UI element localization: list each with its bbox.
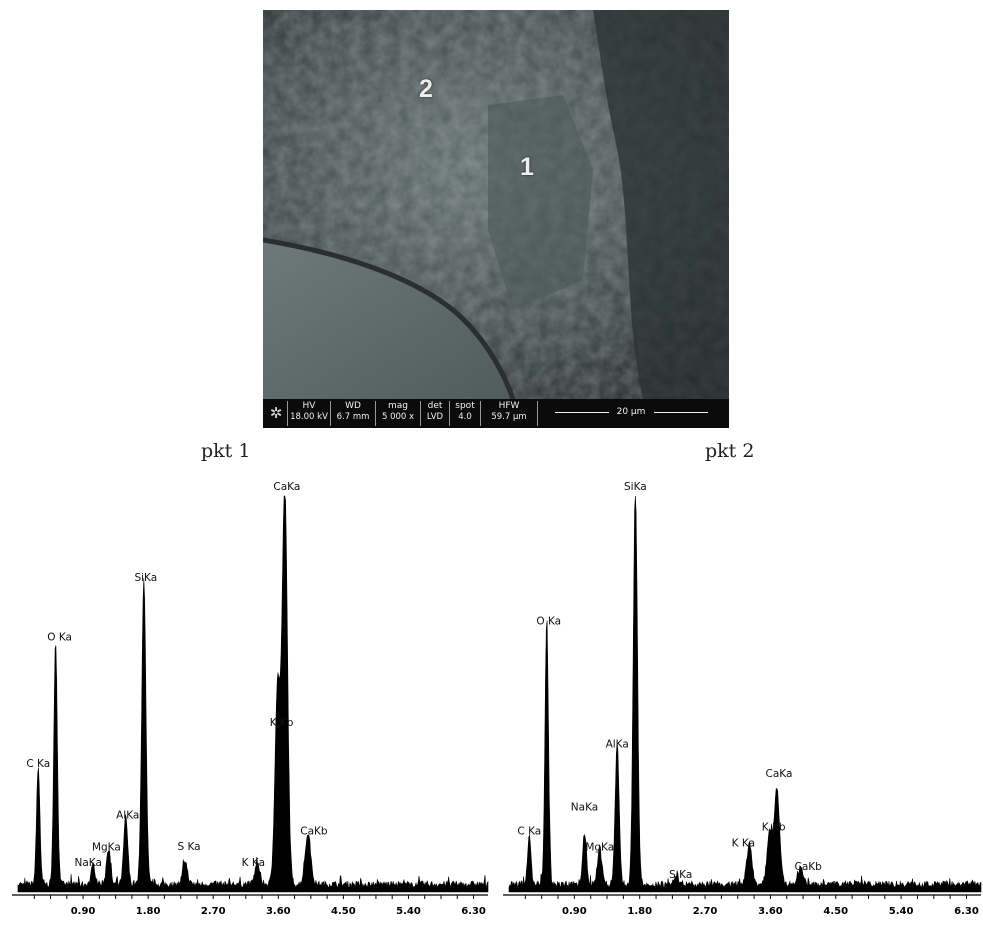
info-mag: mag 5 000 x xyxy=(375,401,420,426)
x-tick-label: 4.50 xyxy=(823,906,848,915)
info-wd: WD 6.7 mm xyxy=(330,401,375,426)
spectrum-title-pkt-1: pkt 1 xyxy=(201,440,251,462)
sem-point-label-2: 2 xyxy=(419,75,433,103)
peak-label-k-kb: K Kb xyxy=(762,822,786,834)
info-mag-value: 5 000 x xyxy=(381,412,415,422)
peak-label-mgka: MgKa xyxy=(585,841,614,853)
x-tick-label: 4.50 xyxy=(331,906,356,915)
info-hv-value: 18.00 kV xyxy=(290,412,328,422)
info-spot-key: spot xyxy=(455,401,475,411)
instrument-logo-icon: ✲ xyxy=(269,404,283,422)
sem-substrate xyxy=(263,240,513,399)
info-mag-key: mag xyxy=(388,401,408,411)
info-hfw-value: 59.7 µm xyxy=(491,412,527,422)
peak-label-k-ka: K Ka xyxy=(242,857,265,869)
peak-label-k-kb: K Kb xyxy=(270,717,294,729)
sem-dark-region-right xyxy=(593,10,729,399)
peak-label-naka: NaKa xyxy=(571,802,598,814)
info-det-value: LVD xyxy=(426,412,444,422)
info-hfw-key: HFW xyxy=(498,401,520,411)
peak-label-s-ka: S Ka xyxy=(177,841,200,853)
peak-label-mgka: MgKa xyxy=(92,841,121,853)
peak-label-alka: AlKa xyxy=(116,810,139,822)
info-wd-value: 6.7 mm xyxy=(336,412,370,422)
x-tick-label: 0.90 xyxy=(71,906,96,915)
x-tick-label: 2.70 xyxy=(693,906,718,915)
x-tick-label: 1.80 xyxy=(136,906,161,915)
x-tick-label: 3.60 xyxy=(758,906,783,915)
x-tick-label: 3.60 xyxy=(266,906,291,915)
sem-substrate-edge xyxy=(263,237,516,399)
spectrum-title-pkt-2: pkt 2 xyxy=(705,440,755,462)
x-tick-label: 6.30 xyxy=(461,906,486,915)
sem-image xyxy=(263,10,729,399)
peak-label-s-ka: S Ka xyxy=(669,869,692,881)
x-tick-label: 6.30 xyxy=(954,906,979,915)
peak-label-caka: CaKa xyxy=(273,481,300,493)
eds-spectrum-pkt-2: 0.90 1.80 2.70 3.60 4.50 5.40 6.30 C Ka O Ka NaKa… xyxy=(503,481,982,915)
peak-label-c-ka: C Ka xyxy=(26,758,50,770)
peak-label-alka: AlKa xyxy=(606,738,629,750)
sem-micrograph: 2 1 ✲ HV 18.00 kV WD 6.7 mm mag 5 000 x … xyxy=(263,10,729,428)
x-tick-label: 2.70 xyxy=(201,906,226,915)
scale-bar-line-right xyxy=(654,412,708,413)
eds-spectrum-pkt-1: 0.90 1.80 2.70 3.60 4.50 5.40 6.30 C Ka O Ka NaKa… xyxy=(12,481,489,915)
sem-info-bar: ✲ HV 18.00 kV WD 6.7 mm mag 5 000 x det … xyxy=(263,399,729,428)
peak-label-naka: NaKa xyxy=(74,857,101,869)
sem-crystal-region xyxy=(488,95,593,310)
x-tick-label: 5.40 xyxy=(889,906,914,915)
scale-bar: 20 µm xyxy=(537,401,724,426)
info-det: det LVD xyxy=(420,401,449,426)
x-tick-label: 5.40 xyxy=(396,906,421,915)
peak-label-cakb: CaKb xyxy=(300,826,328,838)
peak-label-c-ka: C Ka xyxy=(517,826,541,838)
peak-label-sika: SiKa xyxy=(134,572,157,584)
info-hfw: HFW 59.7 µm xyxy=(480,401,537,426)
info-hv-key: HV xyxy=(302,401,316,411)
peak-label-cakb: CaKb xyxy=(795,861,823,873)
info-wd-key: WD xyxy=(345,401,361,411)
x-tick-label: 0.90 xyxy=(562,906,587,915)
spectrum-area xyxy=(508,495,982,893)
info-spot: spot 4.0 xyxy=(449,401,480,426)
peak-label-o-ka: O Ka xyxy=(536,616,561,628)
scale-bar-label: 20 µm xyxy=(616,407,646,417)
peak-label-sika: SiKa xyxy=(624,481,647,493)
spectrum-area xyxy=(17,495,489,893)
info-det-key: det xyxy=(427,401,443,411)
peak-label-k-ka: K Ka xyxy=(732,837,755,849)
info-spot-value: 4.0 xyxy=(458,412,472,422)
peak-label-caka: CaKa xyxy=(765,768,792,780)
scale-bar-line-left xyxy=(555,412,609,413)
info-hv: HV 18.00 kV xyxy=(287,401,330,426)
sem-point-label-1: 1 xyxy=(520,153,534,181)
x-tick-label: 1.80 xyxy=(627,906,652,915)
peak-label-o-ka: O Ka xyxy=(47,631,72,643)
